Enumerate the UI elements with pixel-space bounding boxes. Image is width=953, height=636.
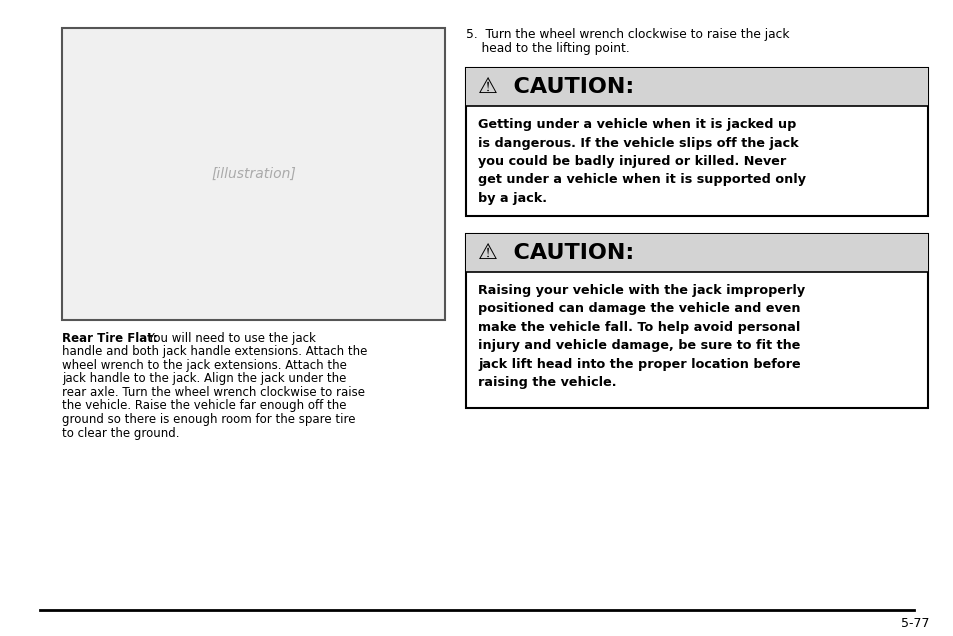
Text: head to the lifting point.: head to the lifting point. (465, 42, 629, 55)
Text: the vehicle. Raise the vehicle far enough off the: the vehicle. Raise the vehicle far enoug… (62, 399, 346, 413)
Text: jack handle to the jack. Align the jack under the: jack handle to the jack. Align the jack … (62, 373, 346, 385)
Text: Raising your vehicle with the jack improperly
positioned can damage the vehicle : Raising your vehicle with the jack impro… (477, 284, 804, 389)
Text: to clear the ground.: to clear the ground. (62, 427, 179, 439)
Text: You will need to use the jack: You will need to use the jack (144, 332, 315, 345)
FancyBboxPatch shape (465, 234, 927, 272)
Text: ground so there is enough room for the spare tire: ground so there is enough room for the s… (62, 413, 355, 426)
FancyBboxPatch shape (465, 68, 927, 216)
Text: [illustration]: [illustration] (211, 167, 295, 181)
Text: handle and both jack handle extensions. Attach the: handle and both jack handle extensions. … (62, 345, 367, 359)
Text: ⚠  CAUTION:: ⚠ CAUTION: (477, 77, 634, 97)
Text: Rear Tire Flat:: Rear Tire Flat: (62, 332, 157, 345)
Text: 5-77: 5-77 (901, 617, 929, 630)
Text: rear axle. Turn the wheel wrench clockwise to raise: rear axle. Turn the wheel wrench clockwi… (62, 386, 365, 399)
Text: 5.  Turn the wheel wrench clockwise to raise the jack: 5. Turn the wheel wrench clockwise to ra… (465, 28, 789, 41)
FancyBboxPatch shape (465, 68, 927, 106)
FancyBboxPatch shape (465, 234, 927, 408)
Text: wheel wrench to the jack extensions. Attach the: wheel wrench to the jack extensions. Att… (62, 359, 347, 372)
Text: Getting under a vehicle when it is jacked up
is dangerous. If the vehicle slips : Getting under a vehicle when it is jacke… (477, 118, 805, 205)
FancyBboxPatch shape (62, 28, 444, 320)
Text: ⚠  CAUTION:: ⚠ CAUTION: (477, 243, 634, 263)
